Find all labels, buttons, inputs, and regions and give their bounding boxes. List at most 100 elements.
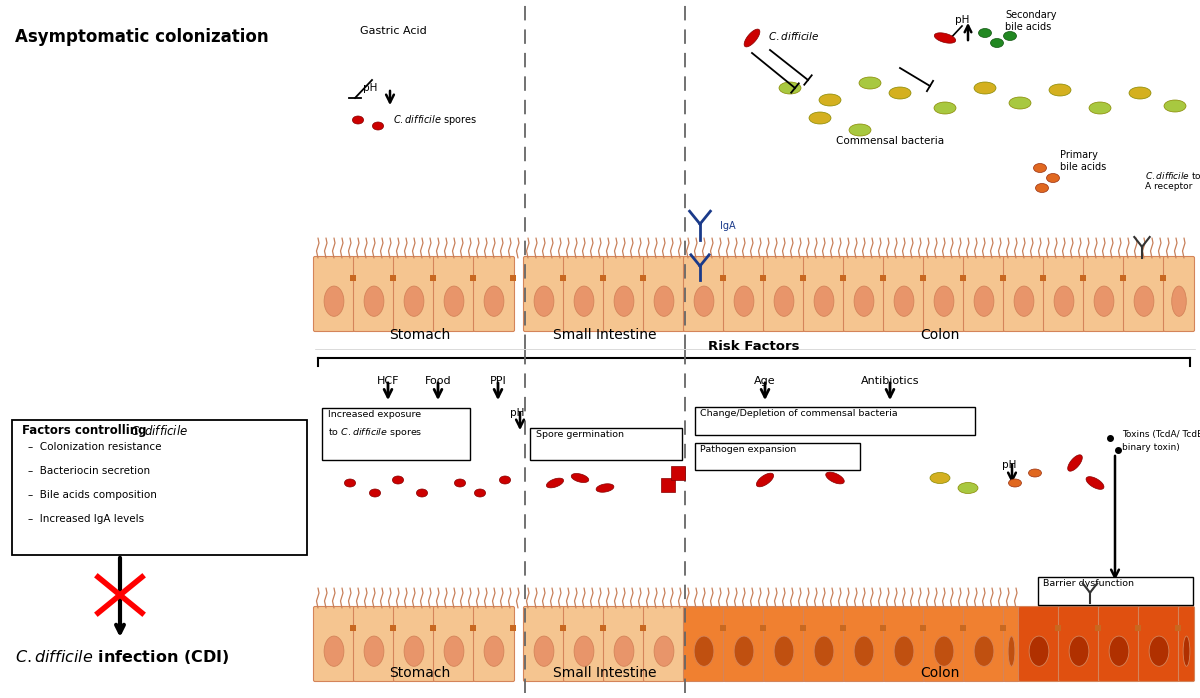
Ellipse shape [364,636,384,667]
Text: Toxins (TcdA/ TcdB/: Toxins (TcdA/ TcdB/ [1122,430,1200,439]
Ellipse shape [894,636,914,667]
Bar [840,625,846,631]
Text: Small Intestine: Small Intestine [553,328,656,342]
Ellipse shape [324,636,344,667]
FancyBboxPatch shape [1038,577,1193,605]
Polygon shape [1068,455,1082,471]
Text: Pathogen expansion: Pathogen expansion [700,445,797,454]
Bar [430,275,436,281]
FancyBboxPatch shape [604,607,644,681]
FancyBboxPatch shape [684,256,725,332]
FancyBboxPatch shape [433,256,474,332]
FancyBboxPatch shape [1044,256,1085,332]
FancyBboxPatch shape [313,256,354,332]
Text: Colon: Colon [920,666,960,680]
Ellipse shape [614,636,634,667]
Bar [800,625,806,631]
FancyBboxPatch shape [1164,256,1194,332]
Ellipse shape [859,77,881,89]
Bar [1175,625,1181,631]
Polygon shape [744,29,760,47]
Ellipse shape [534,286,554,316]
Ellipse shape [1134,286,1154,316]
Ellipse shape [654,286,674,316]
Bar [920,625,926,631]
Bar [430,625,436,631]
Ellipse shape [850,124,871,136]
Polygon shape [756,473,774,487]
Ellipse shape [779,82,802,94]
Bar [510,625,516,631]
Polygon shape [596,484,614,492]
Ellipse shape [1094,286,1114,316]
Text: Spore germination: Spore germination [536,430,624,439]
Ellipse shape [814,286,834,316]
Text: Food: Food [425,376,451,386]
Ellipse shape [818,94,841,106]
Ellipse shape [324,286,344,316]
Ellipse shape [894,286,914,316]
FancyBboxPatch shape [1178,607,1194,681]
FancyBboxPatch shape [1098,607,1140,681]
Ellipse shape [444,286,464,316]
Bar [960,625,966,631]
Bar [760,275,766,281]
Ellipse shape [854,636,874,667]
Ellipse shape [444,636,464,667]
Ellipse shape [1069,636,1088,667]
Bar [1135,625,1141,631]
Text: –  Bile acids composition: – Bile acids composition [28,490,157,500]
FancyBboxPatch shape [394,256,434,332]
Ellipse shape [344,479,355,487]
FancyBboxPatch shape [844,256,884,332]
FancyBboxPatch shape [1019,607,1060,681]
FancyBboxPatch shape [964,256,1004,332]
Ellipse shape [1028,469,1042,477]
Ellipse shape [809,112,830,124]
Bar [1000,275,1006,281]
Ellipse shape [694,636,714,667]
Bar [880,275,886,281]
Ellipse shape [1009,97,1031,109]
Text: bile acids: bile acids [1006,22,1051,32]
Bar [390,625,396,631]
Ellipse shape [990,38,1003,47]
Bar [470,625,476,631]
Ellipse shape [1003,31,1016,40]
Text: $\it{C. difficile}$: $\it{C. difficile}$ [130,424,188,438]
Text: A receptor: A receptor [1145,182,1193,191]
Text: bile acids: bile acids [1060,162,1106,172]
FancyBboxPatch shape [12,420,307,555]
Bar [600,275,606,281]
FancyBboxPatch shape [804,256,845,332]
FancyBboxPatch shape [1003,607,1020,681]
Bar [1080,275,1086,281]
FancyBboxPatch shape [924,607,965,681]
Text: $\it{C. difficile}$ infection (CDI): $\it{C. difficile}$ infection (CDI) [14,648,229,666]
Ellipse shape [734,636,754,667]
Text: Secondary: Secondary [1006,10,1056,20]
Ellipse shape [934,102,956,114]
Bar [880,625,886,631]
Text: Factors controlling: Factors controlling [22,424,151,437]
Ellipse shape [474,489,486,497]
Text: –  Increased IgA levels: – Increased IgA levels [28,514,144,524]
Ellipse shape [1183,636,1190,667]
Text: Small Intestine: Small Intestine [553,666,656,680]
Bar [1120,275,1126,281]
Bar [470,275,476,281]
Bar [1000,625,1006,631]
Bar [720,275,726,281]
Ellipse shape [978,29,991,38]
FancyBboxPatch shape [695,407,974,435]
Ellipse shape [1164,100,1186,112]
Bar [840,275,846,281]
Text: –  Bacteriocin secretion: – Bacteriocin secretion [28,466,150,476]
FancyBboxPatch shape [883,256,924,332]
Ellipse shape [1090,102,1111,114]
Text: Stomach: Stomach [389,328,451,342]
Text: Stomach: Stomach [389,666,451,680]
Ellipse shape [1109,636,1129,667]
Bar [1055,625,1061,631]
Text: $\it{C. difficile}$ toxin: $\it{C. difficile}$ toxin [1145,170,1200,181]
